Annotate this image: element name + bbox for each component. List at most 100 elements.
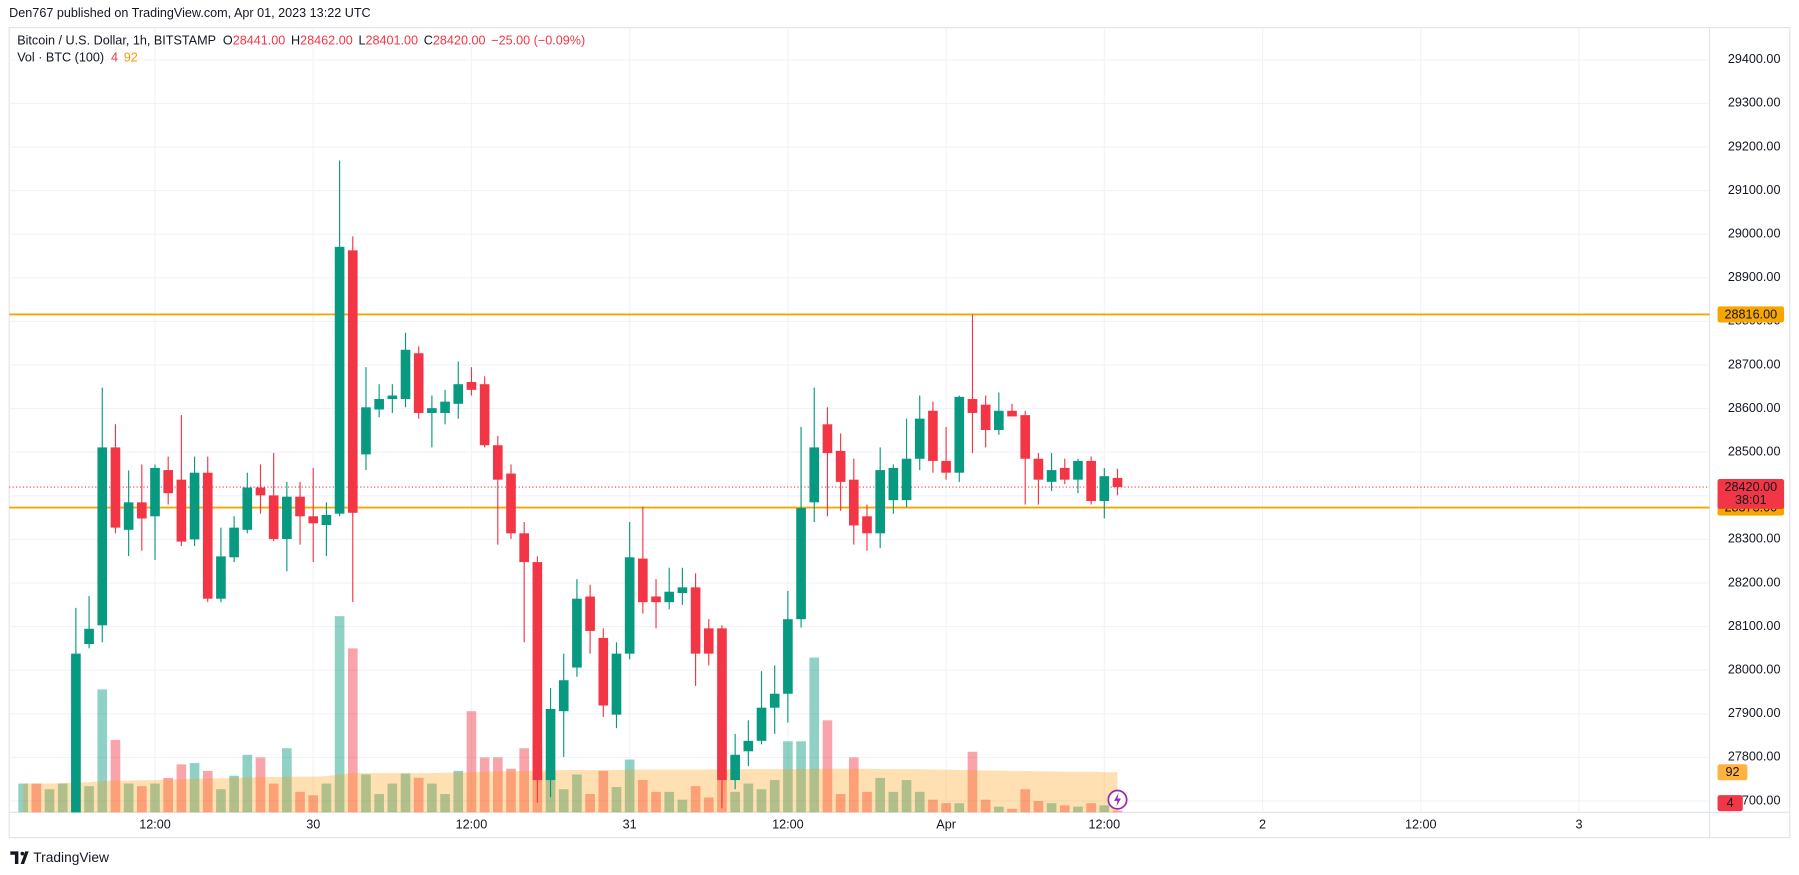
candle-body [585, 596, 595, 631]
volume-value-label: 4 [1727, 796, 1734, 810]
volume-bar [572, 774, 582, 813]
volume-bar [308, 795, 319, 813]
volume-bar [796, 741, 806, 813]
countdown-label: 38:01 [1735, 493, 1767, 507]
volume-legend: Vol · BTC (100) 4 92 [17, 51, 138, 65]
candle-body [295, 496, 305, 517]
volume-bar [492, 757, 503, 813]
volume-bar [558, 789, 569, 813]
x-tick-label: 31 [623, 817, 637, 831]
candle-body [1073, 460, 1083, 480]
volume-title: Vol · BTC (100) [17, 51, 104, 65]
candle-body [651, 596, 661, 603]
volume-bar [163, 777, 174, 813]
volume-value: 4 [111, 51, 118, 65]
candle-body [769, 693, 780, 708]
candle-body [361, 407, 371, 455]
x-tick-label: Apr [936, 817, 956, 831]
candle-body [321, 514, 332, 526]
volume-bar [282, 748, 292, 813]
y-tick-label: 28000.00 [1728, 663, 1781, 677]
volume-bar [1099, 805, 1110, 813]
candle-body [941, 460, 951, 473]
candle-body [994, 410, 1004, 430]
volume-bar [57, 783, 68, 813]
volume-bar [31, 783, 42, 813]
volume-bar [822, 720, 833, 813]
volume-bar [400, 773, 411, 813]
candle-body [875, 470, 885, 534]
candle-body [848, 479, 859, 526]
volume-ma-label: 92 [1725, 765, 1739, 779]
candle-body [202, 472, 213, 599]
candle-body [137, 502, 147, 519]
y-tick-label: 27800.00 [1728, 750, 1781, 764]
candle-body [1007, 410, 1017, 417]
y-tick-label: 29400.00 [1728, 52, 1781, 66]
replay-icon[interactable] [1107, 789, 1128, 810]
candle-body [756, 707, 767, 741]
candle-body [387, 395, 398, 400]
candle-body [690, 587, 701, 654]
volume-bar [347, 648, 358, 813]
volume-bar [598, 770, 609, 813]
candle-body [334, 246, 345, 514]
y-tick-label: 28500.00 [1728, 445, 1781, 459]
volume-bar [479, 757, 490, 813]
candle-body [110, 447, 121, 528]
volume-ma-area [23, 768, 1118, 813]
volume-bar [914, 791, 925, 813]
volume-bar [585, 794, 595, 813]
volume-bar [361, 774, 371, 813]
volume-bar [1059, 805, 1070, 813]
volume-bar [1086, 803, 1096, 813]
volume-bar [743, 783, 754, 813]
volume-bar [295, 791, 305, 813]
volume-bar [651, 791, 661, 813]
candle-body [347, 250, 358, 513]
candle-body [1086, 460, 1096, 502]
symbol-title: Bitcoin / U.S. Dollar, 1h, BITSTAMP [17, 34, 216, 48]
x-tick-label: 12:00 [772, 817, 804, 831]
candle-body [466, 382, 477, 390]
volume-bar [928, 799, 938, 813]
volume-bar [769, 780, 780, 813]
volume-bar [809, 657, 820, 813]
volume-bar [848, 757, 859, 813]
volume-bar [413, 777, 424, 813]
x-tick-label: 30 [306, 817, 320, 831]
candle-body [216, 556, 226, 599]
candle-body [440, 401, 450, 413]
y-tick-label: 28700.00 [1728, 357, 1781, 371]
volume-bar [519, 748, 530, 813]
candle-body [84, 628, 94, 645]
candle-body [492, 445, 503, 480]
volume-bar [690, 786, 701, 813]
volume-bar [176, 764, 187, 813]
ohlc-value: 28462.00 [300, 34, 353, 48]
candle-body [743, 740, 754, 752]
candle-body [717, 628, 727, 781]
candle-body [611, 653, 622, 715]
y-tick-label: 28200.00 [1728, 575, 1781, 589]
candle-body [242, 487, 253, 530]
y-tick-label: 27900.00 [1728, 706, 1781, 720]
candle-body [532, 562, 543, 781]
candle-body [967, 399, 978, 413]
volume-bar [677, 799, 688, 813]
last-price-label: 28420.00 [1725, 480, 1778, 494]
candle-body [677, 587, 688, 594]
volume-bar [242, 754, 253, 813]
volume-bar [994, 806, 1004, 813]
candle-body [308, 516, 319, 524]
volume-bar [703, 797, 714, 813]
volume-bar [97, 689, 108, 813]
x-tick-label: 2 [1259, 817, 1266, 831]
ohlc-value: 28401.00 [365, 34, 418, 48]
candle-body [506, 473, 516, 534]
brand: TradingView [33, 850, 109, 865]
volume-bar [783, 741, 793, 813]
volume-bar [321, 783, 332, 813]
